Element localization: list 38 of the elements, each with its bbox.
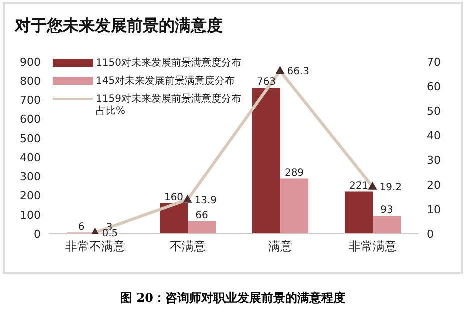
data-label: 0.5 [102, 228, 118, 240]
data-label: 66.3 [287, 66, 310, 78]
y-tick-label: 600 [20, 113, 41, 126]
y2-tick-label: 20 [427, 178, 441, 192]
y2-tick-label: 0 [427, 228, 434, 241]
y2-tick-label: 40 [427, 130, 441, 143]
legend-label: 1150对未来发展前景满意度分布 [96, 58, 242, 70]
y-tick-label: 900 [20, 56, 41, 69]
data-label: 19.2 [380, 182, 402, 194]
y-tick-label: 300 [20, 170, 41, 184]
chart-title: 对于您未来发展前景的满意度 [15, 16, 223, 37]
y-tick-label: 700 [20, 94, 41, 108]
y2-tick-label: 10 [427, 203, 441, 216]
y2-tick-label: 30 [427, 154, 441, 168]
y-tick-label: 0 [34, 228, 41, 241]
data-label: 66 [196, 210, 208, 222]
y-tick-label: 100 [20, 208, 41, 222]
y2-tick-label: 60 [427, 80, 441, 94]
x-tick-label: 非常满意 [348, 240, 397, 254]
caption: 图 20：咨询师对职业发展前景的满意程度 [120, 290, 346, 307]
y-tick-label: 800 [20, 75, 41, 88]
x-tick-label: 不满意 [170, 240, 206, 254]
y2-tick-label: 70 [427, 56, 441, 69]
x-tick-label: 满意 [268, 240, 292, 254]
y2-tick-label: 50 [427, 105, 441, 118]
data-label: 221 [349, 180, 369, 192]
y-tick-label: 200 [20, 190, 41, 203]
data-label: 13.9 [194, 195, 218, 206]
data-label: 6 [78, 222, 85, 233]
x-tick-label: 非常不满意 [65, 240, 126, 254]
y-tick-label: 500 [20, 132, 41, 146]
legend-label: 1159对未来发展前景满意度分布占比% [96, 94, 242, 118]
data-label: 289 [284, 168, 304, 179]
data-label: 160 [164, 192, 184, 204]
data-label: 763 [256, 77, 276, 88]
y-tick-label: 400 [20, 151, 41, 164]
data-label: 93 [380, 205, 394, 216]
legend-label: 145对未来发展前景满意度分布 [96, 76, 236, 88]
